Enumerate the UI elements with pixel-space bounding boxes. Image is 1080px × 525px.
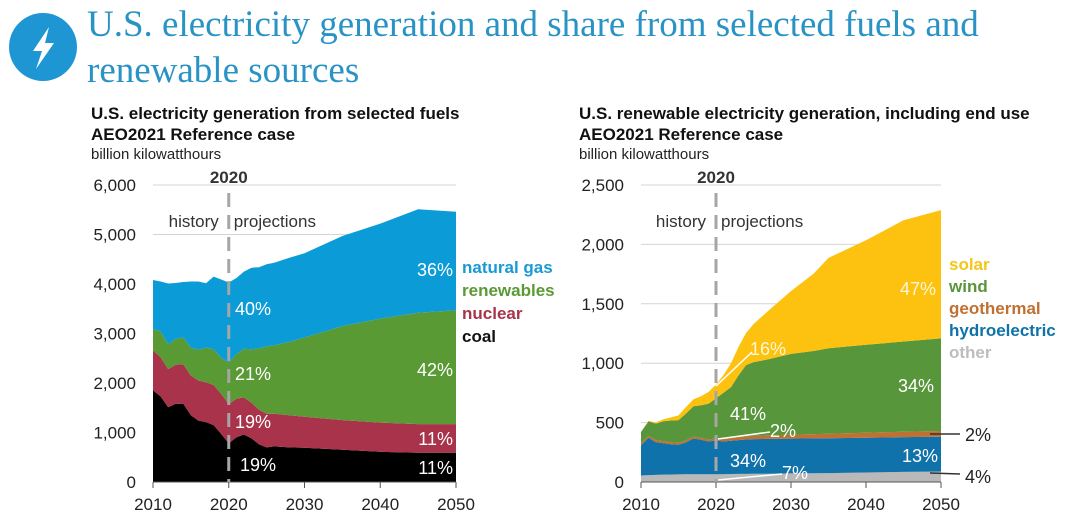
share-label-hydroelectric-2020: 34% — [730, 451, 766, 471]
area-solar — [641, 210, 941, 432]
x-tick-label: 2050 — [922, 495, 960, 514]
y-tick-label: 3,000 — [93, 325, 136, 344]
y-tick-label: 6,000 — [93, 176, 136, 195]
legend-item-geothermal: geothermal — [949, 299, 1041, 318]
y-tick-label: 1,000 — [581, 354, 624, 373]
legend-item-solar: solar — [949, 255, 990, 274]
x-tick-label: 2040 — [847, 495, 885, 514]
page-title: U.S. electricity generation and share fr… — [87, 4, 979, 91]
x-tick-label: 2020 — [210, 495, 248, 514]
share-label-natural-gas-2050: 36% — [417, 260, 453, 280]
y-tick-label: 2,000 — [93, 374, 136, 393]
share-label-solar-2050: 47% — [900, 279, 936, 299]
legend-item-natural-gas: natural gas — [462, 258, 553, 277]
share-label-geothermal-2020: 2% — [770, 421, 796, 441]
left-chart-subtitle: AEO2021 Reference case — [91, 125, 296, 144]
share-label-solar-2020: 16% — [750, 339, 786, 359]
y-tick-label: 5,000 — [93, 226, 136, 245]
legend-item-wind: wind — [948, 277, 988, 296]
legend-item-renewables: renewables — [462, 281, 555, 300]
divider-year-label: 2020 — [210, 168, 248, 187]
share-label-natural-gas-2020: 40% — [235, 299, 271, 319]
y-tick-label: 0 — [615, 473, 624, 492]
share-label-renewables-2020: 21% — [235, 364, 271, 384]
share-label-coal-2050: 11% — [418, 458, 453, 478]
y-tick-label: 2,500 — [581, 176, 624, 195]
fuels-chart: 0 1,000 2,000 3,000 4,000 5,000 6,000 2010 2020 2… — [93, 168, 554, 514]
share-label-renewables-2050: 42% — [417, 360, 453, 380]
right-chart-units: billion kilowatthours — [579, 146, 710, 163]
area-geothermal — [641, 431, 941, 446]
projections-label: projections — [721, 212, 803, 231]
history-label: history — [656, 212, 707, 231]
lightning-bolt-logo — [9, 13, 77, 81]
leader-line — [715, 351, 753, 387]
projections-label: projections — [234, 212, 316, 231]
share-label-wind-2020: 41% — [730, 404, 766, 424]
x-tick-label: 2030 — [772, 495, 810, 514]
leader-line — [929, 472, 961, 475]
share-label-hydroelectric-2050: 13% — [902, 446, 938, 466]
legend-item-other: other — [949, 343, 992, 362]
area-natural-gas — [153, 209, 456, 363]
x-tick-label: 2050 — [437, 495, 475, 514]
lightning-bolt-icon — [33, 27, 54, 69]
y-tick-label: 1,500 — [581, 295, 624, 314]
x-tick-label: 2020 — [697, 495, 735, 514]
y-tick-label: 500 — [596, 414, 624, 433]
left-chart-units: billion kilowatthours — [91, 146, 222, 163]
x-tick-label: 2010 — [622, 495, 660, 514]
y-tick-label: 1,000 — [93, 424, 136, 443]
share-label-other-2020: 7% — [782, 463, 808, 483]
share-label-other-2050: 4% — [965, 467, 991, 487]
left-chart-title: U.S. electricity generation from selecte… — [91, 104, 460, 123]
share-label-nuclear-2050: 11% — [418, 429, 453, 449]
share-label-wind-2050: 34% — [898, 376, 934, 396]
y-tick-label: 0 — [127, 473, 136, 492]
leader-line — [717, 431, 771, 440]
y-tick-label: 2,000 — [581, 235, 624, 254]
legend-item-coal: coal — [462, 327, 496, 346]
right-chart-subtitle: AEO2021 Reference case — [579, 125, 784, 144]
right-chart-title: U.S. renewable electricity generation, i… — [579, 104, 1030, 123]
x-tick-label: 2030 — [286, 495, 324, 514]
share-label-geothermal-2050: 2% — [965, 425, 991, 445]
x-tick-label: 2010 — [134, 495, 172, 514]
legend-item-nuclear: nuclear — [462, 304, 523, 323]
share-label-nuclear-2020: 19% — [235, 412, 271, 432]
divider-year-label: 2020 — [697, 168, 735, 187]
area-nuclear — [153, 350, 456, 453]
share-label-coal-2020: 19% — [240, 455, 276, 475]
renewables-chart: 0 500 1,000 1,500 2,000 2,500 2010 2020 2030 2040… — [581, 168, 1055, 514]
right-chart-header: U.S. renewable electricity generation, i… — [579, 103, 1030, 165]
left-chart-header: U.S. electricity generation from selecte… — [91, 103, 459, 165]
x-tick-label: 2040 — [361, 495, 399, 514]
leader-line — [717, 473, 783, 481]
legend-item-hydroelectric: hydroelectric — [949, 321, 1056, 340]
history-label: history — [169, 212, 220, 231]
y-tick-label: 4,000 — [93, 275, 136, 294]
